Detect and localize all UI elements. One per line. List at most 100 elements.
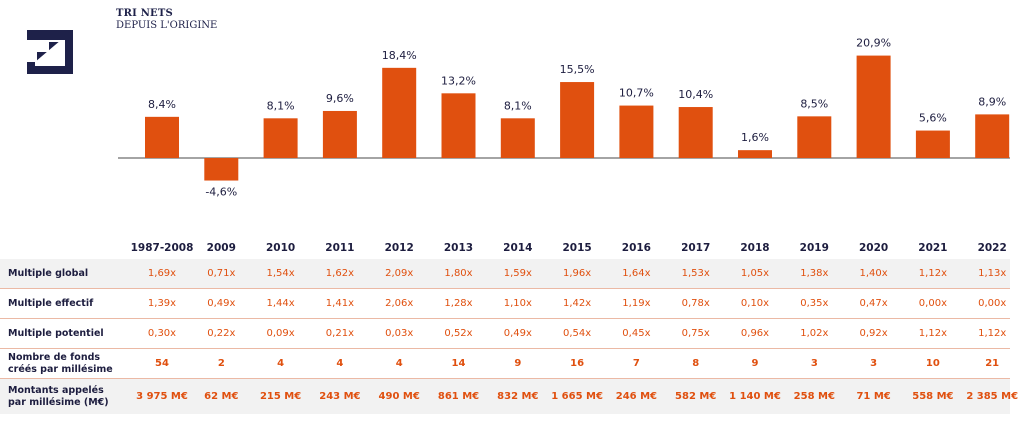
table-cell: 1,40x — [859, 268, 888, 279]
table-cell: 1,02x — [800, 328, 829, 339]
row-label: Multiple global — [8, 267, 89, 279]
year-header: 2016 — [621, 242, 651, 254]
chart-title: TRI NETS — [116, 8, 173, 19]
year-header: 2014 — [503, 242, 533, 254]
bar-2020 — [856, 55, 891, 159]
table-cell: 832 M€ — [497, 391, 539, 402]
table-cell: 1,53x — [681, 268, 710, 279]
table-cell: 243 M€ — [319, 391, 361, 402]
table-cell: 9 — [751, 358, 759, 369]
table-cell: 0,45x — [622, 328, 651, 339]
table-cell: 0,03x — [385, 328, 414, 339]
bar-value-label: 20,9% — [856, 37, 891, 50]
bar-value-label: 9,6% — [326, 92, 354, 105]
table-row-montants-appeles: Montants appelés par millésime (M€) 3 97… — [0, 379, 1018, 414]
year-header: 2013 — [443, 242, 474, 254]
bar-value-label: 10,7% — [619, 87, 654, 100]
table-cell: 1,44x — [266, 298, 295, 309]
table-cell: 246 M€ — [615, 391, 658, 402]
table-row-multiple-effectif: Multiple effectif 1,39x 0,49x 1,44x 1,41x 2,… — [0, 289, 1010, 319]
year-header: 2020 — [858, 242, 889, 254]
chart-subtitle: DEPUIS L'ORIGINE — [116, 20, 218, 31]
table-cell: 1,62x — [325, 268, 354, 279]
table-cell: 1,59x — [503, 268, 532, 279]
table-cell: 3 — [810, 358, 818, 369]
bar-chart: 8,4% -4,6% 8,1% 9,6% 18,4% 13,2% 8,1% 15,5% 10,7… — [118, 37, 1010, 199]
table-cell: 0,78x — [681, 298, 710, 309]
bar-2018 — [738, 150, 772, 158]
bar-2009 — [204, 158, 239, 181]
table-cell: 1 140 M€ — [729, 391, 781, 402]
table-cell: 62 M€ — [204, 391, 239, 402]
table-cell: 0,09x — [266, 328, 295, 339]
table-cell: 0,30x — [147, 328, 177, 339]
table-cell: 2,06x — [385, 298, 414, 309]
bar-2019 — [797, 116, 832, 158]
bar-2011 — [322, 110, 357, 158]
table-cell: 0,52x — [444, 328, 473, 339]
year-header: 2012 — [384, 242, 414, 254]
bar-2015 — [560, 82, 595, 158]
stairs-logo-icon — [27, 30, 73, 74]
bar-2012 — [382, 67, 417, 158]
table-cell: 0,35x — [800, 298, 829, 309]
bar-2021 — [915, 130, 950, 158]
bar-2022 — [975, 114, 1010, 158]
table-cell: 2 — [217, 358, 225, 369]
table-cell: 1,42x — [563, 298, 592, 309]
table-cell: 1,19x — [622, 298, 651, 309]
table-cell: 0,75x — [681, 328, 710, 339]
table-cell: 258 M€ — [793, 391, 835, 402]
table-cell: 4 — [336, 358, 344, 369]
year-header: 2022 — [977, 242, 1007, 254]
table-cell: 9 — [514, 358, 522, 369]
table-cell: 1,12x — [918, 328, 947, 339]
table-cell: 4 — [277, 358, 285, 369]
table-cell: 0,00x — [978, 298, 1007, 309]
table-cell: 1,54x — [266, 268, 295, 279]
bar-value-label: 8,5% — [800, 97, 828, 110]
table-cell: 0,71x — [207, 268, 236, 279]
table-cell: 0,49x — [207, 298, 236, 309]
bar-2017 — [678, 107, 713, 158]
bar-2013 — [441, 93, 476, 158]
year-header: 2021 — [918, 242, 948, 254]
bar-2016 — [619, 105, 654, 158]
table-cell: 1,13x — [978, 268, 1007, 279]
table-cell: 1 665 M€ — [551, 391, 603, 402]
table-cell: 1,05x — [740, 268, 770, 279]
table-header-row: 1987-2008 2009 2010 2011 2012 2013 2014 2015 201… — [0, 237, 1010, 259]
table-cell: 0,47x — [859, 298, 888, 309]
table-cell: 558 M€ — [912, 391, 954, 402]
table-cell: 1,12x — [978, 328, 1007, 339]
year-header: 2017 — [681, 242, 711, 254]
bar-value-label: 1,6% — [741, 131, 769, 144]
table-cell: 3 — [870, 358, 878, 369]
bar-1987-2008 — [145, 116, 179, 158]
row-label: Multiple potentiel — [8, 327, 104, 339]
year-header: 2018 — [740, 242, 770, 254]
bar-value-label: 8,9% — [978, 95, 1006, 108]
table-row-multiple-potentiel: Multiple potentiel 0,30x 0,22x 0,09x 0,21x 0… — [0, 319, 1010, 349]
row-label-line1: Nombre de fonds — [8, 351, 101, 363]
table-cell: 3 975 M€ — [136, 391, 188, 402]
bar-value-label: 5,6% — [919, 112, 947, 125]
table-cell: 582 M€ — [675, 391, 717, 402]
table-cell: 1,41x — [325, 298, 354, 309]
bar-value-label: 13,2% — [441, 74, 476, 87]
table-cell: 1,39x — [147, 298, 177, 309]
year-header: 2019 — [799, 242, 829, 254]
table-cell: 0,22x — [207, 328, 236, 339]
table-cell: 2 385 M€ — [966, 391, 1019, 402]
table-cell: 215 M€ — [259, 391, 302, 402]
table-cell: 4 — [395, 358, 403, 369]
table-cell: 0,92x — [859, 328, 888, 339]
table-cell: 861 M€ — [437, 391, 480, 402]
table-cell: 0,21x — [325, 328, 354, 339]
year-header: 2009 — [206, 242, 236, 254]
table-cell: 16 — [570, 358, 585, 369]
year-header: 2015 — [562, 242, 592, 254]
bar-value-label: 18,4% — [382, 49, 417, 62]
table-cell: 14 — [451, 358, 466, 369]
bar-value-label: 10,4% — [678, 88, 713, 101]
